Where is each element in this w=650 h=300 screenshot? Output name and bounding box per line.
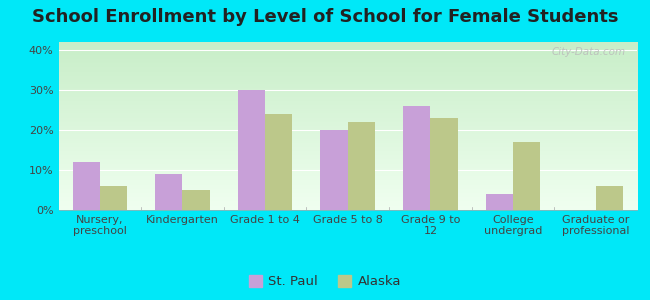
Bar — [486, 194, 513, 210]
Bar — [155, 174, 183, 210]
Bar — [320, 130, 348, 210]
Bar — [430, 118, 458, 210]
Text: City-Data.com: City-Data.com — [551, 47, 625, 57]
Bar — [595, 186, 623, 210]
Text: School Enrollment by Level of School for Female Students: School Enrollment by Level of School for… — [32, 8, 618, 26]
Bar — [183, 190, 210, 210]
Bar — [348, 122, 375, 210]
Bar — [100, 186, 127, 210]
Bar — [238, 90, 265, 210]
Bar — [265, 114, 292, 210]
Bar — [73, 162, 100, 210]
Bar — [513, 142, 540, 210]
Legend: St. Paul, Alaska: St. Paul, Alaska — [243, 269, 407, 293]
Bar — [403, 106, 430, 210]
